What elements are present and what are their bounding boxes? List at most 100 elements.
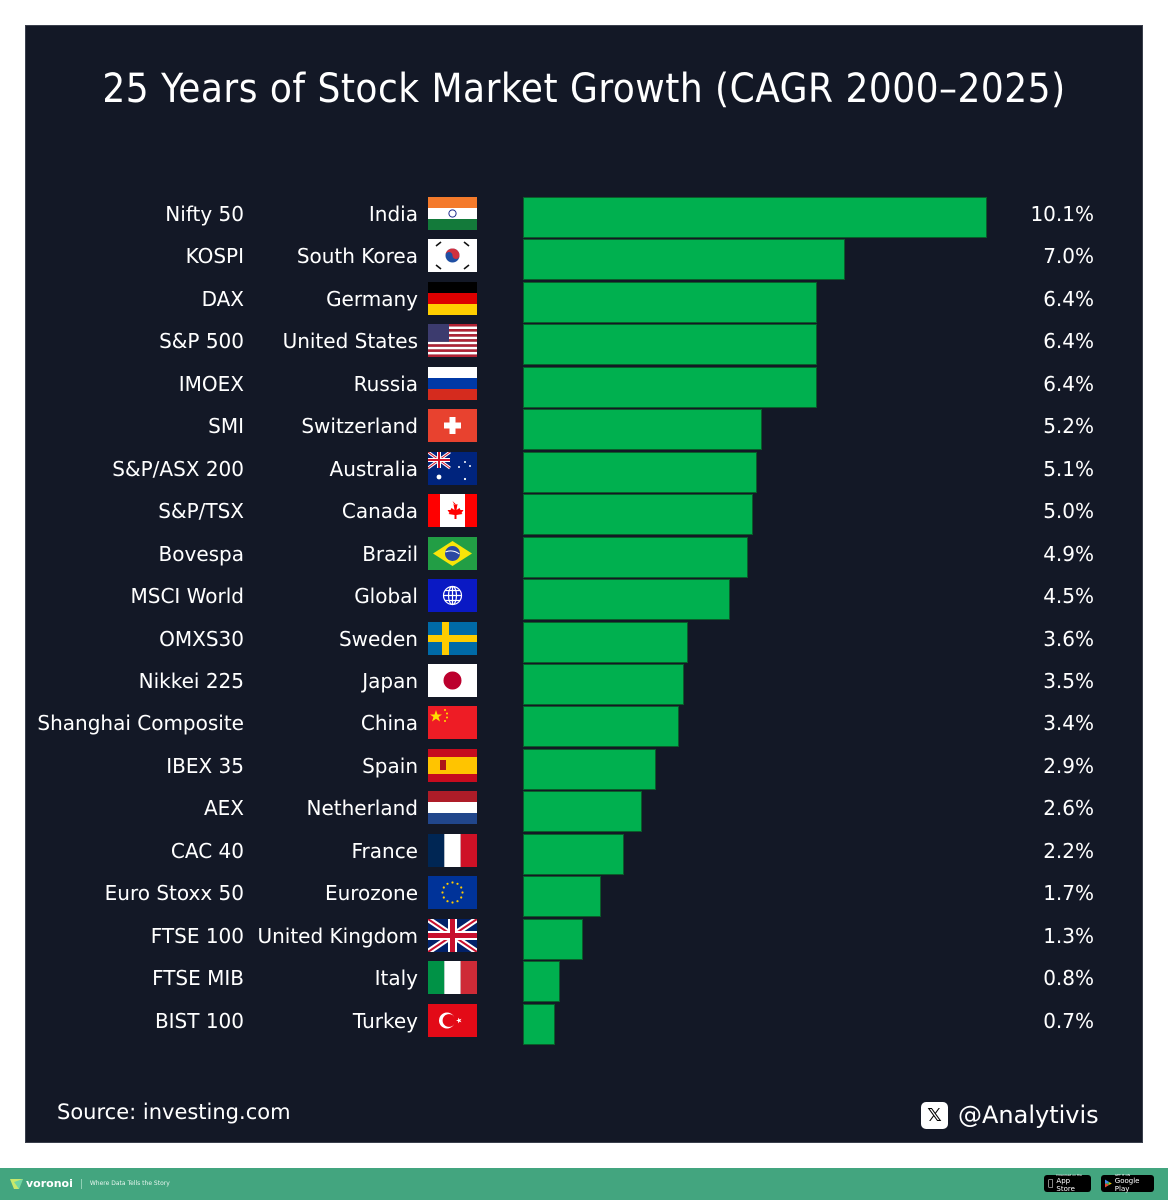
index-label: CAC 40 [170,838,244,863]
index-label: Nifty 50 [165,202,244,226]
value-label: 6.4% [1043,286,1094,311]
south-korea-flag-icon [428,239,477,273]
bar [523,494,753,536]
index-label: SMI [208,414,244,439]
value-label: 2.6% [1043,796,1094,821]
handle-text: @Analytivis [958,1101,1099,1129]
value-label: 4.5% [1043,584,1094,609]
value-label: 3.4% [1043,711,1094,736]
app-store-button[interactable]:  Download on the App Store [1044,1174,1091,1193]
index-label: FTSE MIB [152,966,244,991]
google-play-button[interactable]: GET IT ON Google Play [1101,1174,1154,1193]
country-label: United States [282,329,418,354]
eu-flag-icon [428,876,477,910]
index-label: IBEX 35 [166,753,244,778]
country-label: Germany [326,286,418,311]
bar [523,239,845,281]
google-play-icon [1105,1179,1112,1188]
country-label: Australia [329,456,418,481]
chart-row: S&P 500 United States 6.4% [0,324,1168,366]
chart-row: Shanghai Composite China 3.4% [0,706,1168,748]
country-label: Netherland [306,796,419,821]
australia-flag-icon [428,451,477,485]
value-label: 1.7% [1043,881,1094,906]
chart-row: Euro Stoxx 50 Eurozone 1.7% [0,876,1168,918]
country-label: South Korea [296,244,418,269]
chart-row: FTSE MIB Italy 0.8% [0,961,1168,1003]
chart-row: CAC 40 France 2.2% [0,833,1168,876]
brand-tagline: Where Data Tells the Story [89,1180,170,1187]
apple-icon:  [1048,1179,1053,1189]
value-label: 3.5% [1043,668,1094,693]
index-label: DAX [201,286,244,311]
value-label: 5.0% [1043,499,1094,524]
country-label: India [368,202,418,226]
index-label: Nikkei 225 [138,668,244,693]
country-label: Switzerland [301,414,418,439]
value-label: 6.4% [1043,329,1094,354]
bar [523,706,680,748]
country-label: United Kingdom [257,923,418,948]
value-label: 5.1% [1043,456,1094,481]
bar [523,579,730,621]
bar [523,791,643,833]
index-label: S&P 500 [159,329,244,354]
bar [523,663,684,705]
bar [523,748,657,790]
country-label: Eurozone [324,881,418,906]
country-label: Italy [374,966,418,991]
index-label: BIST 100 [154,1008,244,1033]
bar [523,918,583,960]
index-label: Shanghai Composite [37,711,244,736]
source-note: Source: investing.com [57,1100,291,1124]
country-label: China [360,711,418,736]
bar [523,324,818,366]
switzerland-flag-icon [428,409,477,443]
bar [523,197,987,238]
brazil-flag-icon [428,536,477,570]
chart-row: SMI Switzerland 5.2% [0,409,1168,451]
canada-flag-icon [428,494,477,528]
united-kingdom-flag-icon [428,918,477,952]
turkey-flag-icon [428,1003,477,1037]
index-label: AEX [203,796,244,821]
globe-flag-icon [428,579,477,613]
france-flag-icon [428,833,477,867]
chart-row: OMXS30 Sweden 3.6% [0,621,1168,664]
netherlands-flag-icon [428,791,477,825]
author-handle[interactable]: 𝕏 @Analytivis [921,1100,1099,1130]
chart-row: IMOEX Russia 6.4% [0,366,1168,409]
index-label: KOSPI [185,244,244,269]
spain-flag-icon [428,748,477,782]
chart-row: DAX Germany 6.4% [0,281,1168,324]
bar-chart: Nifty 50 India 10.1% KOSPI South Korea 7.0% DA… [0,197,1168,1046]
chart-row: BIST 100 Turkey 0.7% [0,1003,1168,1046]
x-logo-icon: 𝕏 [921,1101,948,1129]
value-label: 6.4% [1043,371,1094,396]
index-label: OMXS30 [159,626,244,651]
value-label: 3.6% [1043,626,1094,651]
value-label: 2.2% [1043,838,1094,863]
index-label: S&P/ASX 200 [112,456,244,481]
country-label: Turkey [352,1008,418,1033]
index-label: MSCI World [130,584,245,609]
brand-name: voronoi [26,1177,73,1190]
bar [523,621,689,663]
app-store-label: App Store [1051,1177,1086,1193]
chart-row: IBEX 35 Spain 2.9% [0,748,1168,791]
value-label: 1.3% [1043,923,1094,948]
bar [523,451,758,493]
index-label: IMOEX [178,371,244,396]
country-label: Japan [362,668,418,693]
index-label: S&P/TSX [158,499,244,524]
brand[interactable]: voronoi Where Data Tells the Story [10,1177,170,1190]
bar [523,281,818,323]
country-label: Sweden [338,626,418,651]
chart-row: MSCI World Global 4.5% [0,579,1168,621]
bar [523,1003,556,1045]
value-label: 0.7% [1043,1008,1094,1033]
value-label: 10.1% [1030,202,1094,226]
voronoi-logo-icon [10,1178,23,1189]
germany-flag-icon [428,281,477,315]
value-label: 7.0% [1043,244,1094,269]
